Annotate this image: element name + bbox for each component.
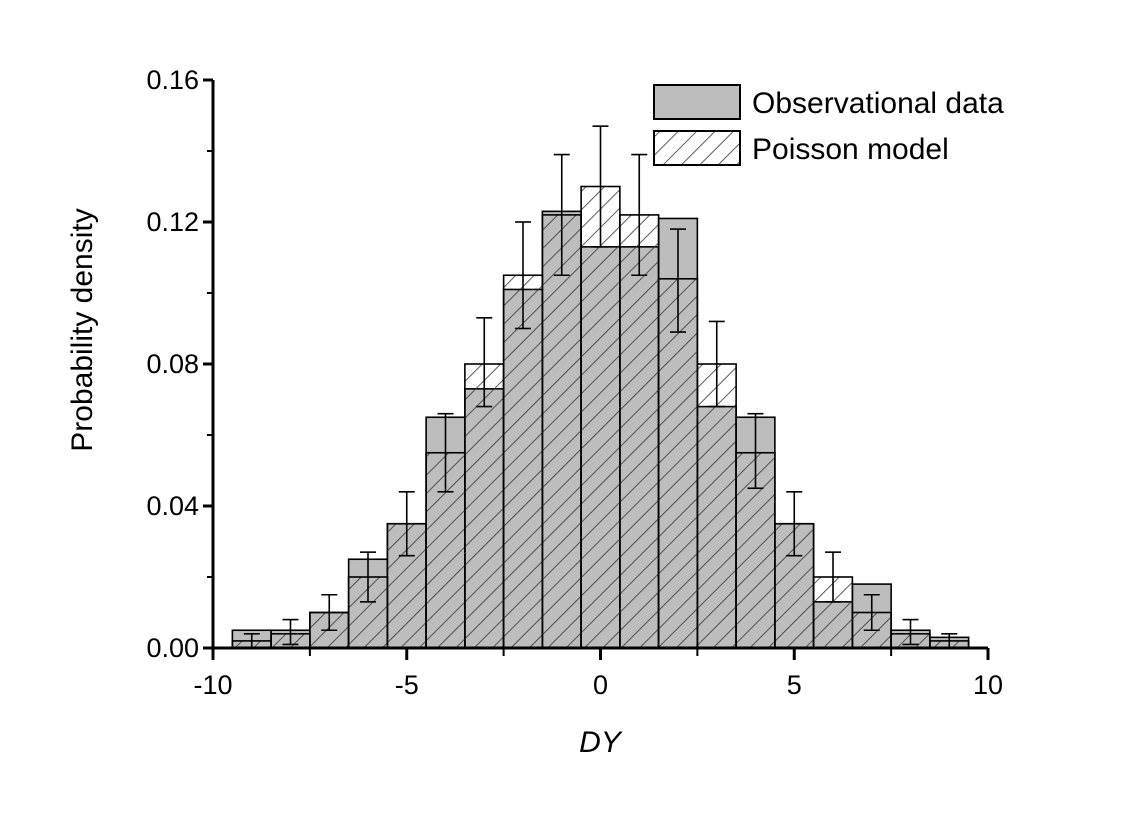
bars-layer	[231, 185, 970, 649]
y-tick-label: 0.00	[146, 633, 199, 663]
y-tick-label: 0.08	[146, 349, 199, 379]
poisson-bar	[580, 185, 621, 649]
tick-labels-layer: 0.00 0.04 0.08 0.12 0.16 -10 -5 0 5 10	[146, 65, 1003, 700]
x-tick-label: 5	[787, 670, 802, 700]
legend: Observational data Poisson model	[653, 84, 1004, 166]
x-tick-label: -10	[193, 670, 232, 700]
legend-label-observed: Observational data	[752, 87, 1004, 120]
x-tick-label: 0	[593, 670, 608, 700]
x-tick-label: -5	[395, 670, 419, 700]
error-bars-layer	[243, 125, 958, 649]
axes-layer	[203, 78, 990, 660]
poisson-bar	[502, 274, 544, 649]
legend-swatch-observed	[653, 84, 741, 120]
legend-label-poisson: Poisson model	[752, 133, 949, 166]
y-tick-label: 0.16	[146, 65, 199, 95]
poisson-bar	[657, 277, 699, 649]
poisson-bar	[541, 214, 582, 649]
y-tick-label: 0.12	[146, 207, 199, 237]
poisson-bar	[619, 214, 660, 649]
y-axis-title: Probability density	[66, 208, 99, 451]
x-tick-label: 10	[973, 670, 1003, 700]
poisson-bar	[696, 363, 737, 649]
legend-swatch-poisson	[653, 130, 741, 166]
x-axis-title: DY	[579, 726, 623, 759]
y-tick-label: 0.04	[146, 491, 199, 521]
